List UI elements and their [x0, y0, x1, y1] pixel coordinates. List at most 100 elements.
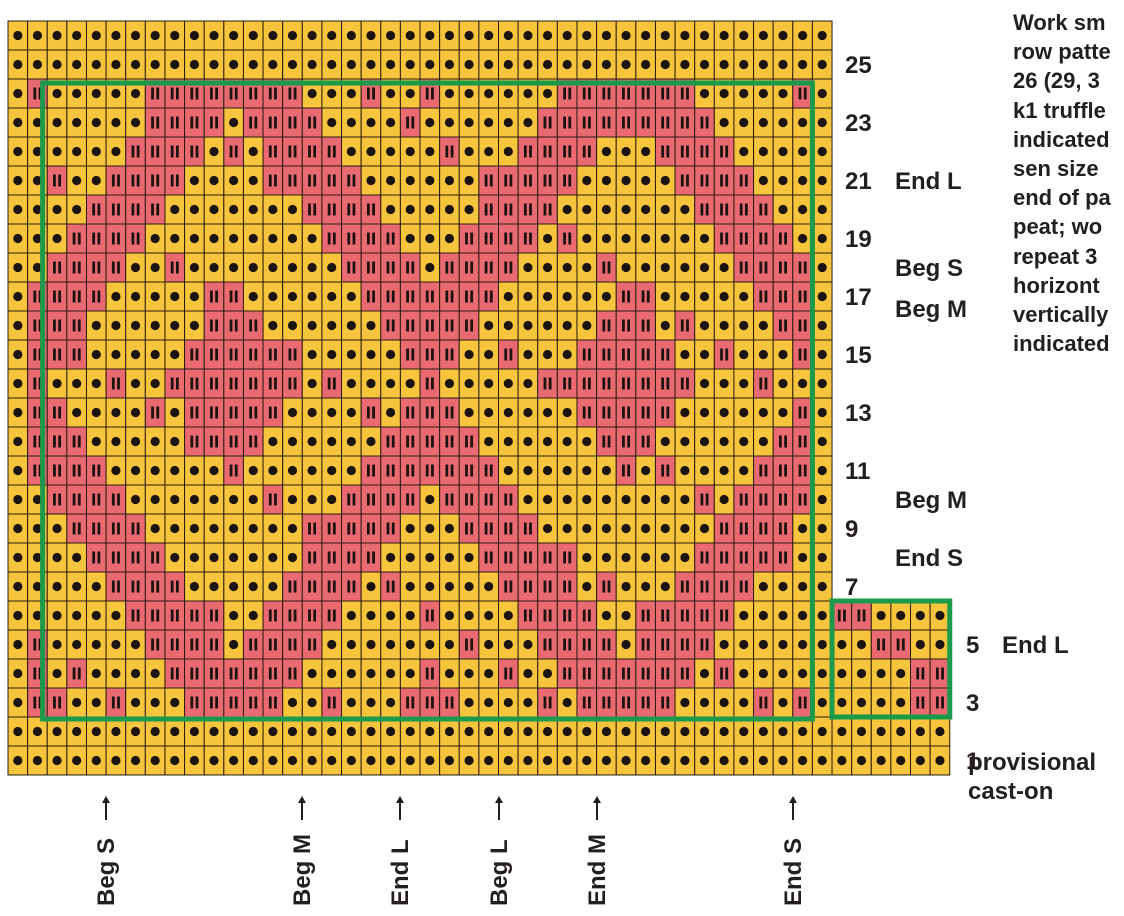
stitch-cell-contrast — [596, 339, 617, 370]
bar-symbol — [523, 551, 527, 564]
bar-symbol — [327, 145, 331, 158]
stitch-cell-contrast — [242, 687, 264, 718]
dot-symbol — [150, 523, 160, 534]
dot-symbol — [739, 349, 749, 360]
dot-symbol — [739, 291, 749, 302]
dot-symbol — [660, 755, 670, 766]
bar-symbol — [77, 464, 81, 477]
dot-symbol — [13, 465, 23, 476]
dot-symbol — [130, 436, 141, 447]
bar-symbol — [274, 377, 277, 390]
bar-symbol — [151, 87, 154, 100]
bar-symbol — [425, 406, 429, 419]
dot-symbol — [150, 262, 160, 273]
dot-symbol — [52, 88, 62, 99]
bar-symbol — [470, 261, 474, 274]
bar-symbol — [803, 348, 807, 361]
bar-symbol — [175, 638, 179, 651]
dot-symbol — [130, 378, 141, 389]
bar-symbol — [602, 696, 606, 709]
bar-symbol — [151, 203, 154, 216]
bar-symbol — [705, 551, 709, 564]
stitch-cell-contrast — [654, 455, 676, 486]
bar-symbol — [504, 522, 508, 535]
dot-symbol — [287, 320, 298, 331]
bar-symbol — [268, 696, 272, 709]
stitch-cell-contrast — [498, 658, 519, 689]
bar-symbol — [470, 522, 474, 535]
stitch-cell-contrast — [321, 223, 343, 254]
stitch-cell-contrast — [184, 426, 205, 457]
stitch-cell-contrast — [144, 542, 166, 573]
bar-symbol — [548, 116, 552, 129]
bar-symbol — [195, 696, 199, 709]
stitch-cell-contrast — [674, 629, 696, 660]
instructions-text: Work sm row patte 26 (29, 3 k1 truffle indic… — [1013, 8, 1111, 358]
dot-symbol — [111, 117, 121, 128]
bar-symbol — [548, 174, 552, 187]
dot-symbol — [896, 610, 906, 621]
dot-symbol — [52, 59, 62, 70]
dot-symbol — [72, 30, 82, 41]
dot-symbol — [523, 697, 533, 708]
dot-symbol — [287, 291, 298, 302]
side-marker: Beg S — [895, 255, 964, 282]
bar-symbol — [175, 174, 179, 187]
bar-symbol — [803, 493, 807, 506]
stitch-cell-contrast — [596, 658, 617, 689]
dot-symbol — [778, 755, 788, 766]
bar-symbol — [117, 522, 120, 535]
bar-symbol — [666, 696, 670, 709]
stitch-cell-contrast — [282, 165, 303, 196]
dot-symbol — [739, 639, 749, 650]
dot-symbol — [327, 436, 337, 447]
bar-symbol — [411, 116, 415, 129]
bar-symbol — [268, 609, 272, 622]
stitch-cell-contrast — [458, 223, 480, 254]
bar-symbol — [136, 609, 140, 622]
bar-symbol — [627, 290, 631, 303]
bar-symbol — [391, 493, 395, 506]
dot-symbol — [327, 320, 337, 331]
dot-symbol — [268, 30, 278, 41]
dot-symbol — [405, 233, 415, 244]
dot-symbol — [327, 30, 337, 41]
dot-symbol — [346, 610, 356, 621]
bottom-marker: Beg M — [289, 834, 317, 906]
dot-symbol — [32, 494, 43, 505]
dot-symbol — [876, 697, 886, 708]
main-repeat-outline — [40, 80, 815, 722]
bar-symbol — [450, 464, 454, 477]
dot-symbol — [562, 262, 572, 273]
stitch-cell-contrast — [478, 513, 500, 544]
bar-symbol — [798, 406, 802, 419]
stitch-cell-contrast — [125, 513, 146, 544]
bar-symbol — [661, 145, 665, 158]
dot-symbol — [856, 726, 867, 737]
bar-symbol — [445, 435, 449, 448]
bar-symbol — [705, 174, 709, 187]
stitch-cell-contrast — [694, 629, 715, 660]
bar-symbol — [725, 580, 729, 593]
dot-symbol — [307, 291, 317, 302]
dot-symbol — [405, 59, 415, 70]
dot-symbol — [229, 610, 239, 621]
stitch-cell-contrast — [85, 542, 107, 573]
dot-symbol — [385, 697, 396, 708]
stitch-cell-contrast — [223, 658, 244, 689]
bar-symbol — [274, 406, 277, 419]
dot-symbol — [856, 755, 867, 766]
bar-symbol — [210, 667, 213, 680]
bar-symbol — [352, 580, 356, 593]
cast-on-label: provisional cast-on — [968, 748, 1096, 806]
bar-symbol — [720, 232, 723, 245]
stitch-cell-contrast — [615, 281, 637, 312]
stitch-cell-contrast — [282, 368, 303, 399]
bar-symbol — [308, 522, 311, 535]
bar-symbol — [117, 377, 120, 390]
bar-symbol — [386, 435, 390, 448]
bar-symbol — [484, 551, 488, 564]
stitch-cell-contrast — [321, 368, 343, 399]
bar-symbol — [784, 290, 787, 303]
dot-symbol — [72, 117, 82, 128]
